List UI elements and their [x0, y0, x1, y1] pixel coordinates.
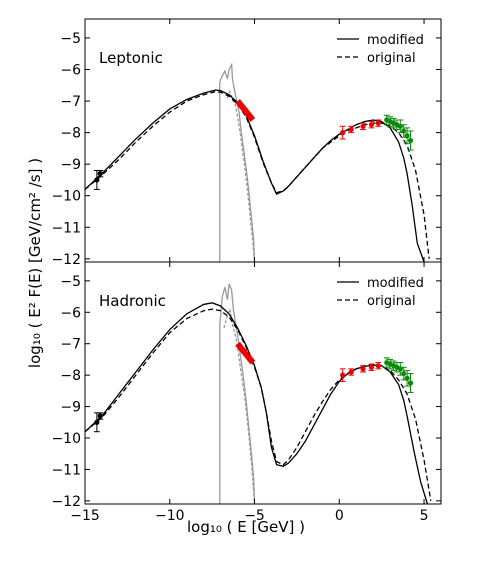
series-modified-line — [85, 89, 425, 262]
y-axis-label: log₁₀ ( E² F(E) [GeV/cm² /s] ) — [26, 158, 44, 368]
y-tick-label: −6 — [60, 305, 81, 321]
legend-label-modified: modified — [367, 276, 424, 291]
data-point — [401, 370, 407, 377]
data-point — [368, 122, 375, 128]
series-original-line — [85, 90, 430, 259]
y-tick-label: −10 — [51, 189, 81, 205]
data-point — [94, 177, 100, 183]
plot-frame — [84, 261, 442, 505]
legend-label-original: original — [367, 294, 416, 309]
plot-area — [85, 62, 430, 262]
data-point — [375, 363, 381, 369]
optical-ray-line — [219, 283, 256, 504]
data-point — [401, 128, 407, 134]
x-tick-label: −5 — [244, 508, 265, 524]
x-tick-label: −15 — [70, 508, 100, 524]
y-tick-label: −10 — [51, 431, 81, 447]
y-tick-label: −6 — [60, 62, 81, 78]
data-point — [404, 133, 410, 139]
data-point — [340, 130, 346, 136]
xray-bowtie — [235, 341, 256, 365]
panel-label: Leptonic — [99, 49, 163, 67]
data-point — [375, 120, 381, 126]
hadronic-panel: −15 −10 −5 0 5 −5 −6 −7 −8 −9 −10 −11 −12 Hadronic mod… — [51, 261, 442, 524]
optical-ray-line — [219, 62, 256, 262]
data-point — [348, 369, 354, 375]
data-point — [348, 126, 354, 133]
y-tick-label: −11 — [51, 220, 81, 236]
data-point — [368, 364, 375, 370]
optical-ray-line — [223, 306, 256, 504]
series-original-line — [85, 308, 432, 501]
y-tick-label: −7 — [60, 337, 81, 353]
x-tick-label: −10 — [155, 508, 185, 524]
leptonic-panel: −5 −6 −7 −8 −9 −10 −11 −12 Leptonic modified origi… — [51, 18, 442, 268]
data-point — [404, 375, 410, 381]
x-tick-label: 0 — [335, 508, 344, 524]
data-point — [97, 171, 103, 177]
series-modified-line — [85, 302, 429, 504]
x-axis-label: log₁₀ ( E [GeV] ) — [187, 518, 305, 536]
y-tick-label: −5 — [60, 274, 81, 290]
data-point — [407, 137, 414, 144]
plot-area — [85, 283, 432, 504]
legend-label-modified: modified — [367, 33, 424, 48]
data-point — [407, 380, 414, 386]
y-tick-label: −9 — [60, 400, 81, 416]
data-point — [94, 419, 100, 425]
y-tick-label: −9 — [60, 157, 81, 173]
data-point — [360, 123, 366, 129]
data-point — [97, 413, 103, 419]
data-point — [360, 366, 366, 372]
panel-label: Hadronic — [99, 292, 166, 310]
data-point — [340, 372, 346, 378]
y-tick-label: −8 — [60, 126, 81, 142]
legend-label-original: original — [367, 51, 416, 66]
y-tick-label: −7 — [60, 94, 81, 110]
y-tick-label: −11 — [51, 462, 81, 478]
xray-bowtie — [235, 99, 256, 122]
y-tick-label: −5 — [60, 31, 81, 47]
y-tick-label: −12 — [51, 494, 81, 510]
y-tick-label: −8 — [60, 368, 81, 384]
y-tick-label: −12 — [51, 252, 81, 268]
x-tick-label: 5 — [420, 508, 429, 524]
